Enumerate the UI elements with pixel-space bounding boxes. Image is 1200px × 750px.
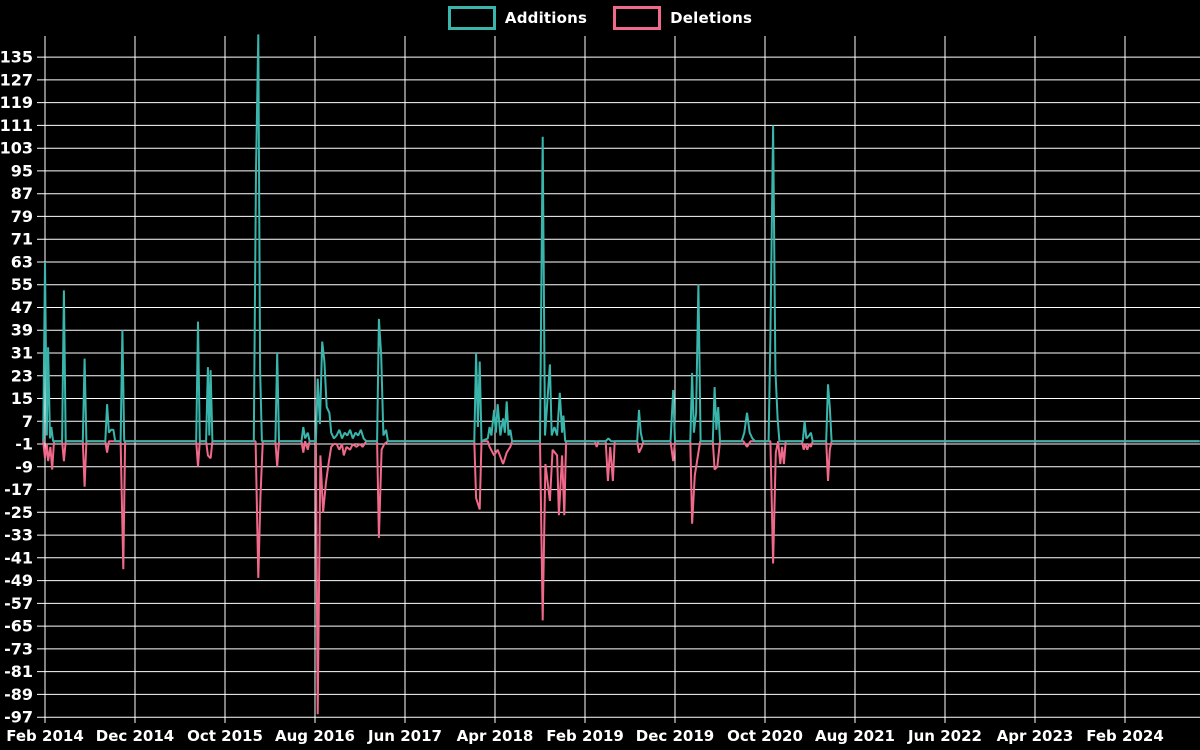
y-tick-label: -65 [4,617,33,636]
x-tick-label: Dec 2019 [636,727,715,745]
y-tick-label: -1 [15,435,33,454]
x-axis-tick-labels: Feb 2014 Dec 2014 Oct 2015 Aug 2016 Jun 2017… [6,727,1164,745]
y-tick-label: -57 [4,594,33,613]
deletions-line [42,440,1200,715]
y-tick-label: 15 [11,389,33,408]
x-tick-label: Feb 2014 [6,727,84,745]
x-tick-label: Feb 2024 [1086,727,1164,745]
x-tick-label: Jun 2022 [907,727,982,745]
x-tick-label: Aug 2016 [275,727,355,745]
series-lines [42,34,1200,715]
y-tick-label: -41 [4,548,33,567]
y-tick-label: 55 [11,275,33,294]
y-tick-label: 95 [11,161,33,180]
y-tick-label: 31 [11,344,33,363]
y-tick-label: -81 [4,662,33,681]
y-tick-label: 119 [0,93,33,112]
y-tick-label: -73 [4,639,33,658]
x-tick-label: Feb 2019 [546,727,624,745]
y-tick-label: 135 [0,48,33,67]
y-tick-label: -49 [4,571,33,590]
y-axis-tick-labels: 135 127 119 111 103 95 87 79 71 63 55 47 39 31 23 15 7 -1… [0,48,33,727]
y-tick-label: 23 [11,366,33,385]
y-tick-label: 87 [11,184,33,203]
horizontal-gridlines [37,56,1200,718]
x-tick-label: Aug 2021 [815,727,895,745]
y-tick-label: 79 [11,207,33,226]
x-tick-label: Oct 2015 [187,727,263,745]
x-tick-label: Apr 2023 [997,727,1074,745]
y-tick-label: 71 [11,230,33,249]
y-tick-label: 103 [0,139,33,158]
y-tick-label: -33 [4,526,33,545]
y-tick-label: 39 [11,321,33,340]
y-tick-label: 7 [22,412,33,431]
y-tick-label: -17 [4,480,33,499]
x-tick-label: Apr 2018 [457,727,534,745]
y-tick-label: 111 [0,116,33,135]
additions-line [42,34,1200,443]
vertical-gridlines [44,36,1126,723]
y-tick-label: 47 [11,298,33,317]
y-tick-label: -25 [4,503,33,522]
y-tick-label: -89 [4,685,33,704]
x-tick-label: Dec 2014 [96,727,175,745]
x-tick-label: Oct 2020 [727,727,803,745]
y-tick-label: 127 [0,70,33,89]
y-tick-label: -9 [15,457,33,476]
y-tick-label: 63 [11,253,33,272]
x-tick-label: Jun 2017 [367,727,442,745]
y-tick-label: -97 [4,708,33,727]
